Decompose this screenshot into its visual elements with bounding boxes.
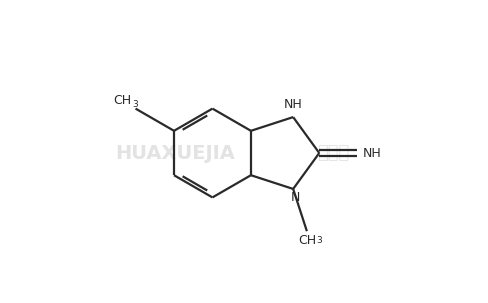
Text: NH: NH bbox=[284, 98, 303, 111]
Text: CH: CH bbox=[298, 234, 316, 247]
Text: CH: CH bbox=[114, 94, 132, 107]
Text: HUAXUEJIA: HUAXUEJIA bbox=[115, 144, 235, 162]
Text: 化学加: 化学加 bbox=[317, 144, 349, 162]
Text: 3: 3 bbox=[316, 236, 322, 245]
Text: N: N bbox=[290, 191, 300, 204]
Text: 3: 3 bbox=[132, 100, 138, 108]
Text: NH: NH bbox=[363, 147, 381, 159]
